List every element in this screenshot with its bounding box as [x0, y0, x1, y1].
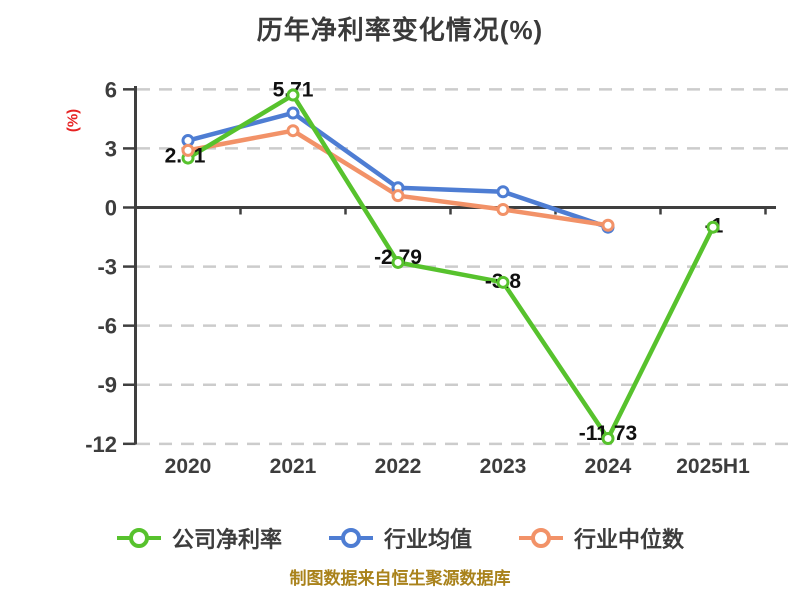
legend-label: 公司净利率	[171, 527, 282, 552]
data-point-行业均值	[496, 185, 510, 199]
y-tick-label: -12	[85, 432, 117, 457]
y-tick-label: 6	[105, 77, 117, 102]
series-line-行业均值	[185, 110, 611, 230]
data-source-note: 制图数据来自恒生聚源数据库	[289, 569, 511, 588]
y-tick-label: 0	[105, 196, 117, 221]
legend-item-company-net-margin[interactable]: 公司净利率	[116, 522, 282, 554]
legend-item-industry-average[interactable]: 行业均值	[328, 522, 472, 554]
legend-item-industry-median[interactable]: 行业中位数	[518, 522, 684, 554]
series-line-公司净利率	[185, 92, 716, 441]
data-point-公司净利率	[496, 275, 510, 289]
x-tick-label: 2024	[585, 455, 632, 478]
data-point-公司净利率	[391, 255, 405, 269]
legend-marker-industry-median	[519, 528, 563, 548]
data-point-公司净利率	[286, 88, 300, 102]
data-point-行业均值	[286, 106, 300, 120]
data-point-行业中位数	[181, 143, 195, 157]
data-point-行业中位数	[391, 189, 405, 203]
data-point-公司净利率	[706, 220, 720, 234]
chart-title: 历年净利率变化情况(%)	[256, 15, 544, 45]
data-point-行业中位数	[601, 218, 615, 232]
legend-label: 行业均值	[383, 527, 472, 552]
y-tick-label: -6	[97, 314, 117, 339]
chart-legend: 公司净利率 行业均值 行业中位数	[0, 516, 800, 560]
x-tick-label: 2020	[165, 455, 212, 478]
series-line-行业中位数	[185, 128, 611, 228]
y-tick-label: -3	[97, 255, 117, 280]
legend-marker-industry-average	[328, 528, 373, 548]
x-tick-label: 2022	[375, 455, 422, 478]
data-point-公司净利率	[601, 432, 615, 446]
y-tick-label: 3	[105, 136, 117, 161]
legend-label: 行业中位数	[574, 527, 685, 552]
x-tick-label: 2021	[270, 455, 317, 478]
y-tick-label: -9	[97, 373, 117, 398]
x-tick-label: 2025H1	[676, 455, 750, 478]
data-point-行业中位数	[496, 202, 510, 216]
legend-marker-company	[116, 528, 161, 548]
data-point-行业中位数	[286, 124, 300, 138]
x-tick-label: 2023	[480, 455, 527, 478]
